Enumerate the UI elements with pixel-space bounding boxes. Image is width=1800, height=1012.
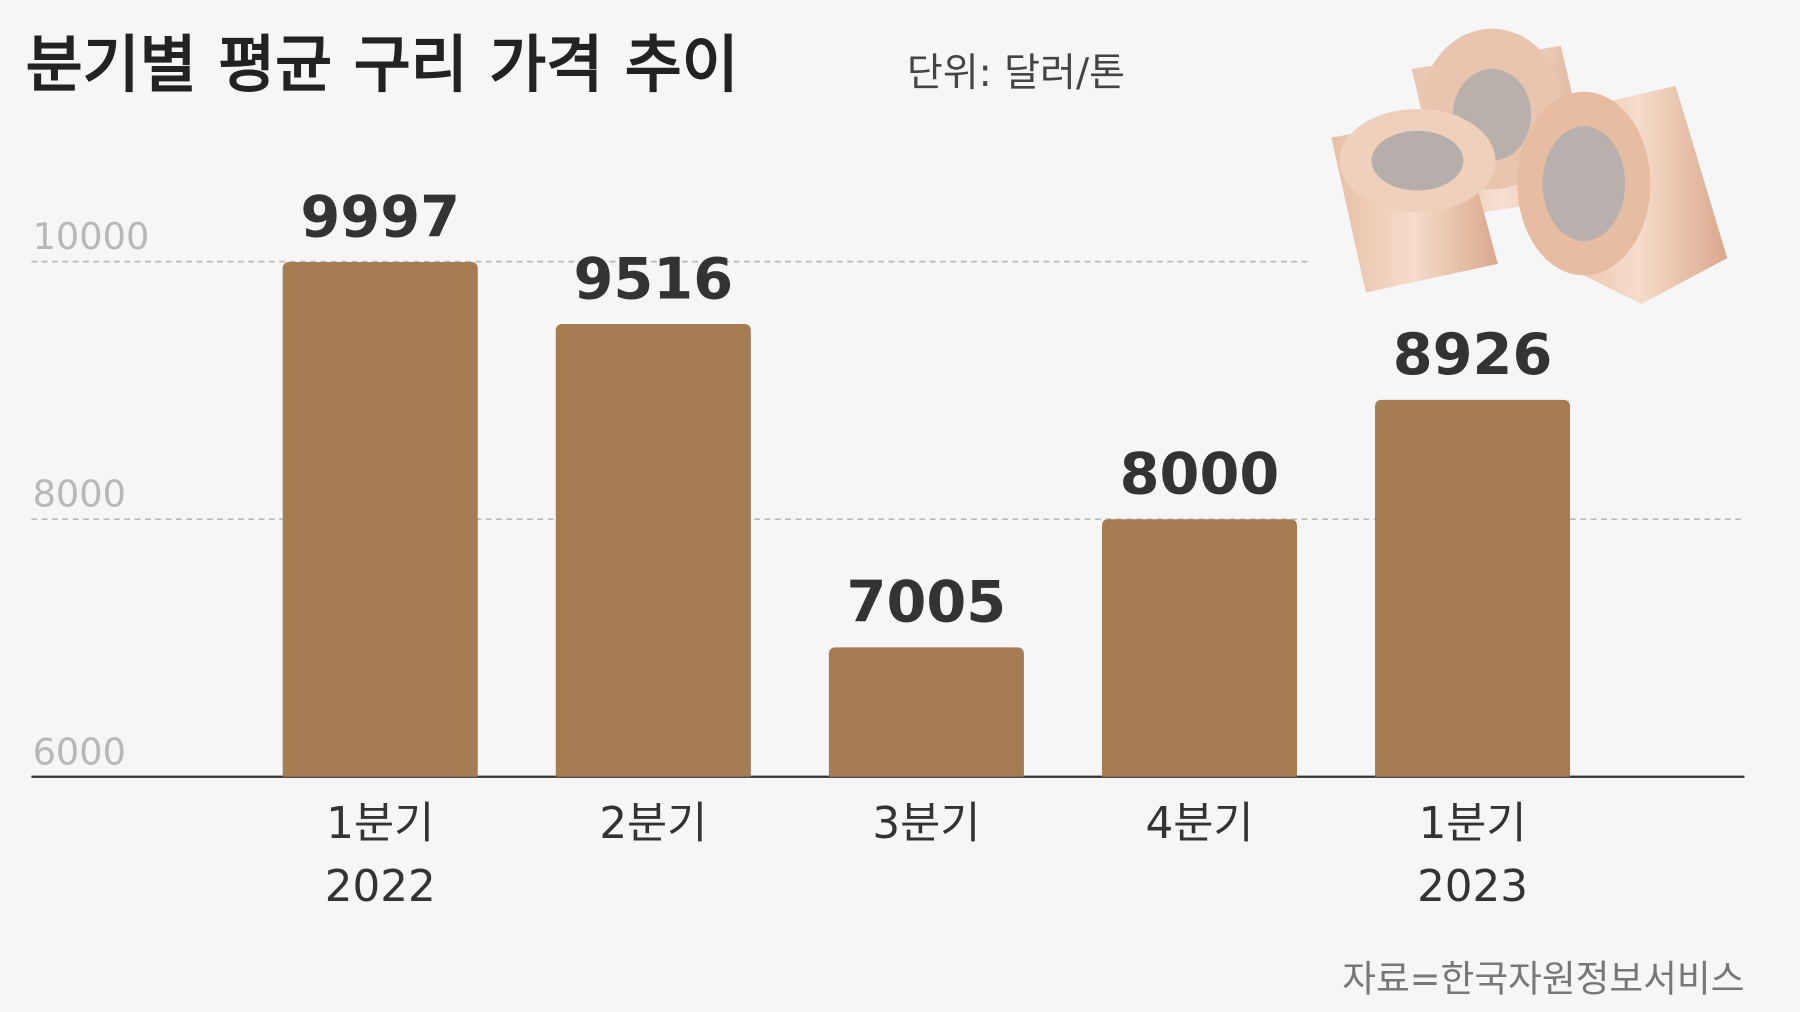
x-tick-label: 1분기 [1419,799,1527,849]
value-label: 8926 [1393,321,1553,388]
bar [282,261,478,777]
chart-title: 분기별 평균 구리 가격 추이 [26,28,739,101]
x-tick-label: 1분기 [326,799,434,849]
x-tick-label: 2분기 [599,799,707,849]
value-label: 7005 [847,569,1007,636]
y-tick-label: 10000 [33,215,150,258]
bar [828,647,1024,777]
x-tick-label: 4분기 [1145,799,1253,849]
x-tick-label: 3분기 [872,799,980,849]
bar [555,323,751,777]
y-tick-label: 6000 [33,730,126,773]
bar [1101,519,1297,777]
y-tick-label: 8000 [33,473,126,516]
source-note: 자료=한국자원정보서비스 [1342,958,1744,1001]
value-label: 8000 [1120,441,1280,508]
bar [1375,399,1571,777]
chart-subtitle: 단위: 달러/톤 [907,51,1125,96]
value-label: 9997 [300,183,460,250]
copper-illustration [1308,0,1768,345]
x-tick-sublabel: 2022 [325,862,436,912]
x-tick-sublabel: 2023 [1417,862,1528,912]
value-label: 9516 [573,245,733,312]
